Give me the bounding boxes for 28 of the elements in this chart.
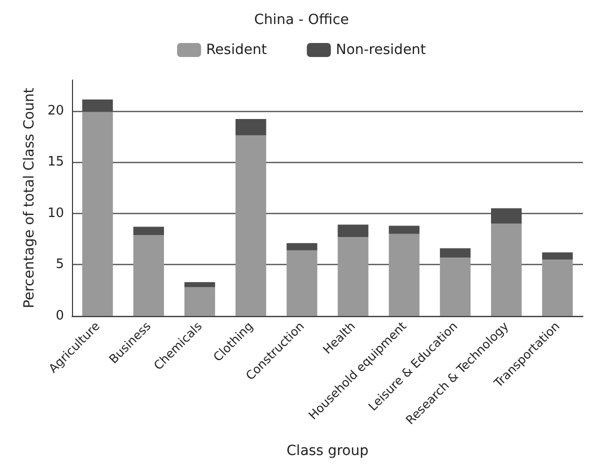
bar: [133, 234, 164, 316]
bar: [133, 226, 164, 235]
bar: [236, 118, 266, 136]
x-axis-title: Class group: [286, 443, 369, 459]
bar: [286, 250, 318, 316]
legend-label: Resident: [206, 42, 268, 58]
bar: [184, 282, 216, 288]
y-tick-label: 10: [47, 206, 64, 221]
y-axis-title: Percentage of total Class Count: [22, 87, 38, 308]
bar: [184, 287, 216, 316]
bar: [338, 236, 368, 316]
bar: [542, 252, 573, 260]
bar: [542, 260, 573, 316]
legend-label: Non-resident: [336, 42, 426, 58]
bar: [388, 234, 420, 316]
bar: [338, 224, 368, 237]
bar: [440, 258, 471, 316]
bar: [82, 112, 113, 316]
bar: [440, 248, 471, 258]
y-tick-label: 5: [56, 257, 64, 272]
bar: [286, 243, 318, 250]
bar: [236, 135, 266, 316]
bar: [388, 226, 420, 234]
chart-title: China - Office: [254, 12, 349, 28]
y-tick-label: 0: [56, 308, 64, 324]
bar: [491, 224, 522, 316]
y-tick-label: 20: [47, 103, 64, 118]
y-tick-label: 15: [47, 154, 64, 170]
